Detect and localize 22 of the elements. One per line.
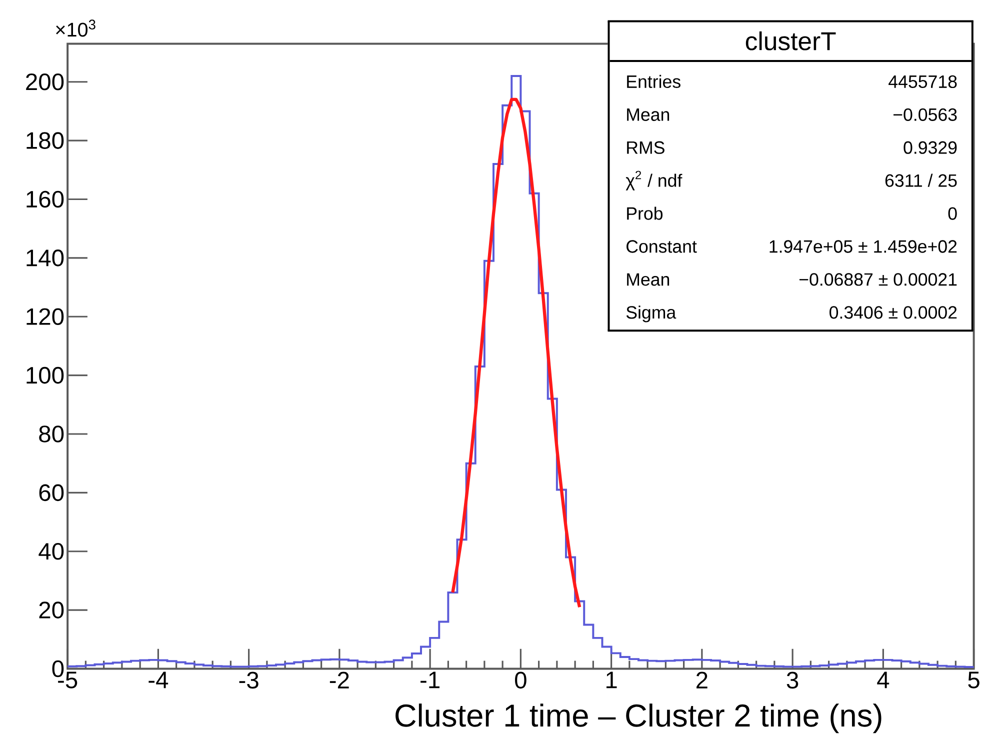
x-tick-label: 4 (877, 672, 890, 688)
x-tick-label: -2 (330, 672, 349, 689)
text: ×10$^{3}$ (56, 20, 96, 37)
y-tick-label: 80 (39, 426, 64, 443)
y-tick-label: 200 (26, 74, 64, 90)
y-tick-label: 60 (39, 484, 64, 502)
x-tick-label: 5 (968, 672, 980, 688)
x-tick-label: 0 (515, 672, 526, 689)
x-tick-label: 2 (696, 672, 708, 689)
x-tick-label: -4 (148, 672, 168, 688)
y-tick-label: 40 (38, 543, 64, 560)
y-tick-label: 140 (26, 250, 64, 266)
y-tick-label: 20 (39, 602, 64, 619)
x-tick-label: 3 (786, 672, 798, 689)
x-tick-label: 1 (606, 672, 617, 688)
x-tick-label: -1 (420, 672, 440, 688)
y-tick-label: 180 (26, 132, 64, 150)
y-tick-label: 120 (26, 308, 64, 326)
x-tick-label: -3 (239, 672, 258, 689)
y-tick-label: 100 (26, 367, 64, 384)
y-tick-label: 160 (26, 190, 64, 208)
x-axis-title: Cluster 1 time – Cluster 2 time (ns) (396, 704, 882, 734)
